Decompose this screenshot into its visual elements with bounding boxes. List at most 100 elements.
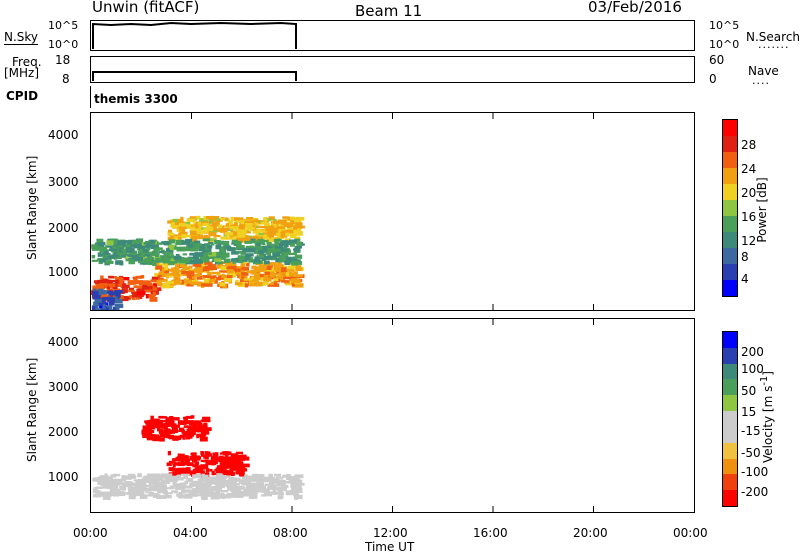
heatmap-cell [280, 481, 286, 485]
heatmap-cell [263, 265, 272, 270]
heatmap-cell [208, 477, 212, 482]
heatmap-cell [100, 275, 104, 280]
heatmap-cell [192, 464, 199, 468]
nave-dots: .... [752, 74, 770, 87]
heatmap-cell [202, 416, 211, 421]
heatmap-cell [190, 235, 198, 239]
heatmap-cell [147, 420, 157, 424]
heatmap-cell [179, 229, 183, 232]
heatmap-cell [247, 218, 256, 222]
heatmap-cell [216, 261, 224, 265]
freq-trace [92, 71, 297, 81]
heatmap-cell [240, 261, 248, 264]
heatmap-cell [167, 423, 173, 427]
heatmap-cell [213, 486, 219, 489]
power-cbar-tick-28: 28 [741, 138, 757, 152]
heatmap-cell [163, 484, 167, 489]
nsearch-dots: ....... [758, 38, 790, 51]
heatmap-cell [206, 280, 215, 284]
heatmap-cell [233, 233, 242, 237]
heatmap-cell [201, 495, 208, 500]
heatmap-cell [112, 473, 121, 477]
heatmap-cell [291, 485, 300, 491]
heatmap-cell [231, 463, 237, 466]
heatmap-cell [110, 250, 119, 253]
heatmap-cell [155, 257, 163, 262]
heatmap-cell [233, 268, 241, 272]
heatmap-cell [201, 470, 205, 475]
heatmap-cell [155, 252, 160, 258]
heatmap-cell [199, 436, 208, 442]
heatmap-cell [102, 254, 107, 258]
heatmap-cell [138, 259, 146, 264]
heatmap-cell [257, 249, 265, 254]
heatmap-cell [294, 261, 303, 265]
heatmap-cell [205, 487, 211, 492]
heatmap-cell [121, 255, 126, 258]
heatmap-cell [105, 245, 114, 248]
heatmap-cell [235, 483, 240, 486]
heatmap-cell [230, 493, 239, 496]
heatmap-cell [117, 245, 126, 248]
heatmap-cell [148, 239, 156, 244]
heatmap-cell [217, 283, 221, 287]
heatmap-cell [184, 246, 189, 250]
heatmap-cell [110, 483, 119, 487]
heatmap-cell [235, 279, 239, 283]
heatmap-cell [237, 255, 245, 260]
heatmap-cell [171, 270, 180, 274]
heatmap-cell [264, 483, 274, 487]
heatmap-cell [267, 283, 276, 287]
heatmap-cell [272, 222, 278, 226]
heatmap-cell [122, 297, 129, 302]
heatmap-cell [281, 230, 286, 236]
heatmap-cell [143, 484, 152, 488]
heatmap-cell [288, 280, 294, 284]
heatmap-cell [163, 428, 171, 434]
heatmap-cell [211, 470, 215, 476]
heatmap-cell [216, 465, 223, 469]
nsearch-tick-top: 10^5 [709, 19, 740, 32]
heatmap-cell [216, 473, 223, 476]
heatmap-cell [121, 479, 127, 482]
nsky-panel [90, 20, 695, 51]
heatmap-cell [158, 271, 163, 276]
heatmap-cell [204, 261, 213, 265]
heatmap-cell [156, 280, 163, 285]
heatmap-cell [184, 485, 193, 489]
heatmap-cell [201, 419, 211, 423]
heatmap-cell [157, 242, 163, 245]
heatmap-cell [109, 294, 114, 297]
heatmap-cell [284, 229, 294, 234]
heatmap-cell [172, 225, 178, 229]
heatmap-cell [239, 279, 246, 284]
heatmap-cell [282, 216, 290, 219]
heatmap-cell [185, 437, 191, 440]
heatmap-cell [200, 477, 207, 483]
heatmap-cell [111, 486, 115, 489]
heatmap-cell [284, 256, 293, 262]
heatmap-cell [128, 239, 134, 242]
heatmap-cell [132, 293, 140, 298]
heatmap-cell [276, 246, 284, 250]
heatmap-cell [112, 296, 118, 300]
heatmap-cell [264, 271, 270, 276]
heatmap-cell [178, 494, 186, 499]
heatmap-cell [102, 493, 107, 498]
cpid-marker [90, 86, 91, 108]
heatmap-cell [225, 228, 234, 232]
heatmap-cell [153, 473, 161, 477]
heatmap-cell [243, 278, 252, 281]
heatmap-cell [232, 490, 239, 494]
heatmap-cell [230, 465, 240, 471]
heatmap-cell [172, 417, 180, 421]
heatmap-cell [276, 226, 286, 229]
heatmap-cell [203, 236, 211, 240]
heatmap-cell [161, 268, 166, 274]
heatmap-cell [282, 474, 290, 478]
heatmap-cell [131, 494, 137, 497]
heatmap-cell [106, 493, 112, 497]
heatmap-cell [281, 484, 289, 488]
heatmap-cell [257, 487, 264, 490]
heatmap-cell [139, 254, 146, 258]
